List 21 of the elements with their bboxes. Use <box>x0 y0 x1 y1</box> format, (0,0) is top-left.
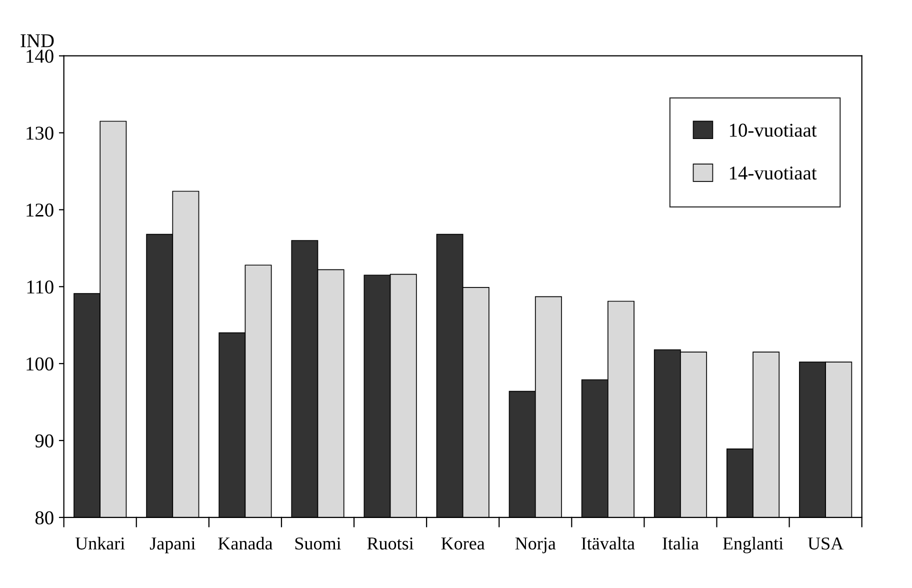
x-tick-label: Englanti <box>722 536 784 554</box>
y-axis-title: IND <box>20 34 54 48</box>
x-tick-label: Norja <box>515 537 556 554</box>
x-tick-label: Kanada <box>218 536 273 550</box>
x-tick-label: USA <box>808 537 844 550</box>
y-tick-label: 130 <box>26 126 54 140</box>
x-tick-label: Italia <box>662 536 699 550</box>
legend-label: 10-vuotiaat <box>730 124 817 137</box>
legend-label: 14-vuotiaat <box>730 166 817 180</box>
x-tick-label: Japani <box>150 537 196 554</box>
x-tick-label: Itävalta <box>582 536 635 550</box>
x-tick-label: Korea <box>441 538 485 550</box>
x-tick-label: Unkari <box>75 536 125 550</box>
y-tick-label: 80 <box>35 511 54 524</box>
x-tick-label: Suomi <box>295 537 341 550</box>
y-tick-label: 100 <box>26 357 54 371</box>
y-tick-label: 110 <box>27 280 54 294</box>
y-tick-label: 120 <box>26 204 54 217</box>
y-tick-label: 90 <box>35 434 54 448</box>
y-tick-label: 140 <box>26 50 54 63</box>
x-tick-label: Ruotsi <box>367 537 414 550</box>
